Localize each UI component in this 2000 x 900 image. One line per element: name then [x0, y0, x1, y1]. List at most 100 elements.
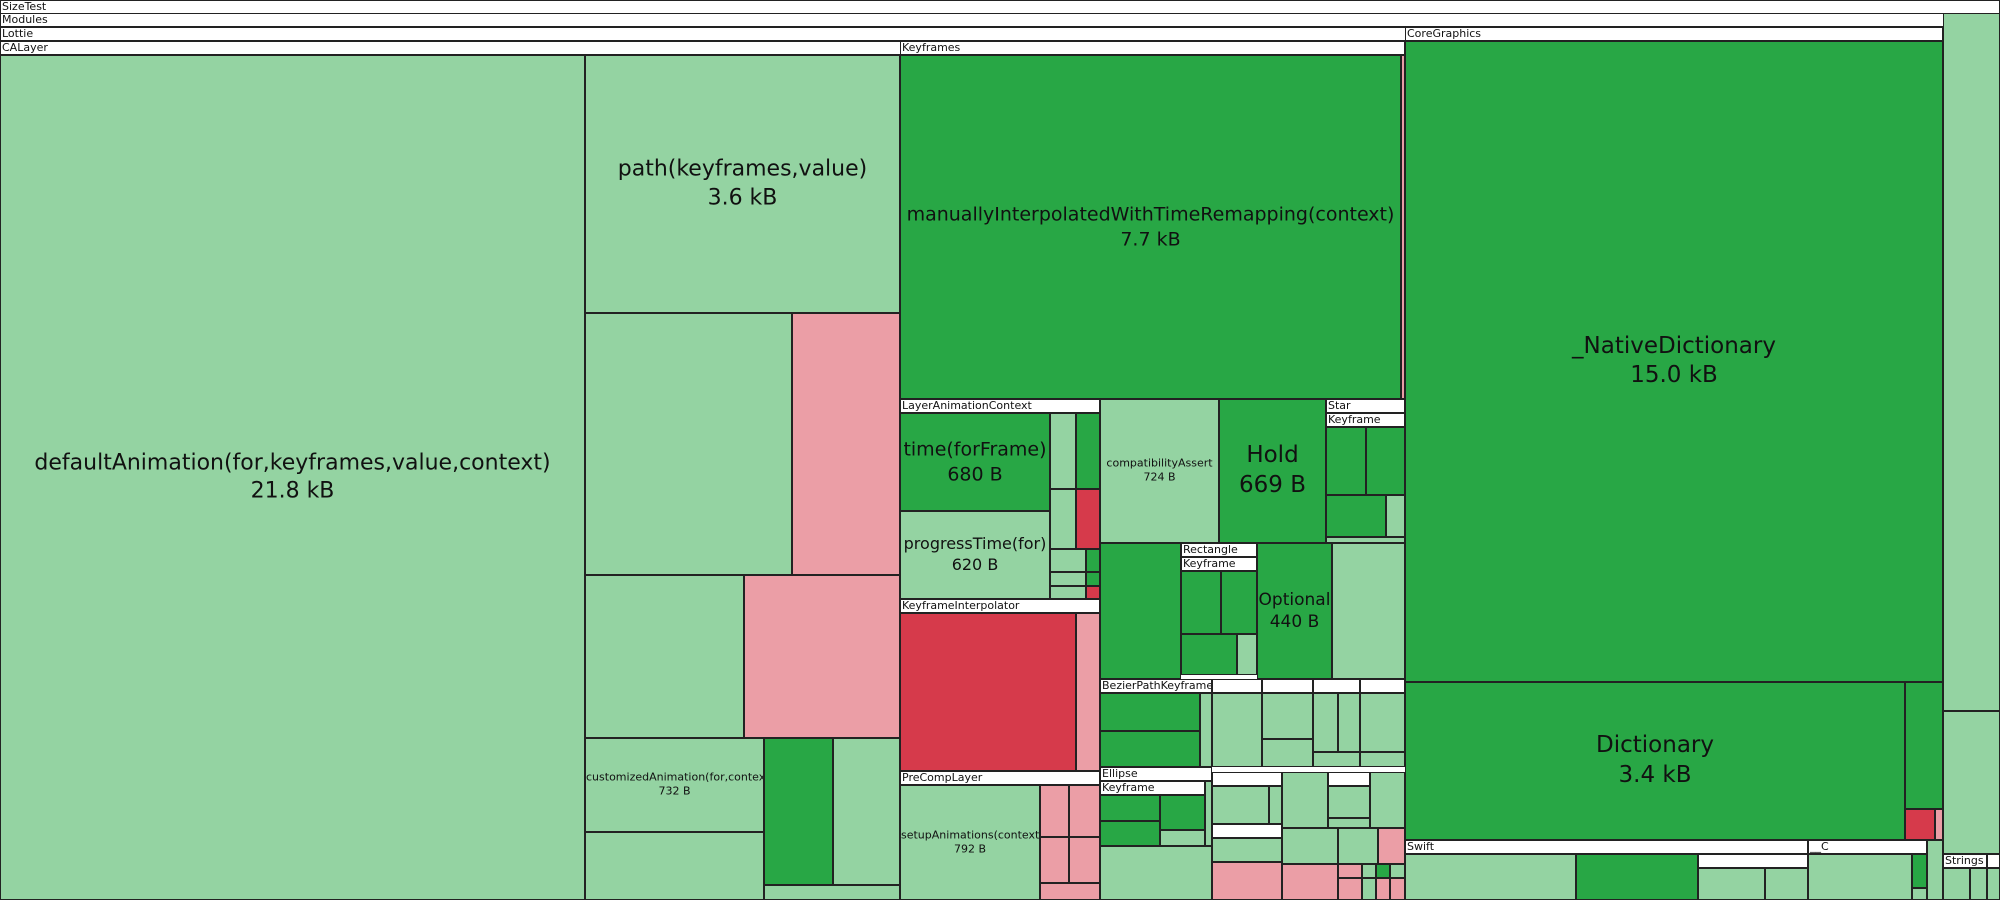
treemap-cell[interactable] [1069, 785, 1100, 837]
treemap-cell[interactable] [1100, 795, 1160, 821]
treemap-cell[interactable] [1221, 571, 1257, 634]
treemap-cell[interactable] [1362, 864, 1376, 878]
treemap-cell[interactable] [1912, 888, 1927, 900]
treemap-cell[interactable] [792, 313, 900, 575]
treemap-node-hold[interactable]: Hold 669 B [1219, 399, 1326, 543]
header-strings[interactable]: Strings [1943, 854, 1987, 868]
treemap-cell[interactable] [1970, 868, 1987, 900]
treemap-cell[interactable] [1313, 752, 1360, 767]
treemap-cell[interactable] [1181, 634, 1237, 675]
treemap-cell[interactable] [1370, 772, 1405, 828]
treemap-cell[interactable] [1086, 586, 1100, 599]
treemap-cell[interactable] [1338, 864, 1362, 878]
treemap-node-manuallyinterpolatedwithtimeremapping-context[interactable]: manuallyInterpolatedWithTimeRemapping(co… [900, 55, 1401, 399]
treemap-cell[interactable] [1050, 549, 1086, 572]
treemap-cell[interactable] [1212, 862, 1282, 900]
treemap-cell[interactable] [1405, 854, 1576, 900]
treemap-cell[interactable] [1328, 818, 1370, 828]
treemap-cell[interactable] [1076, 613, 1100, 771]
header-sub-3[interactable] [1313, 679, 1360, 693]
treemap-cell[interactable] [1200, 693, 1212, 767]
treemap-cell[interactable] [1927, 840, 1943, 900]
header-c[interactable]: __C [1808, 840, 1927, 854]
treemap-cell[interactable] [1040, 785, 1069, 837]
header-keyframe[interactable]: Keyframe [1326, 413, 1405, 427]
treemap-cell[interactable] [764, 885, 900, 900]
header-rectangle[interactable]: Rectangle [1181, 543, 1257, 557]
treemap-cell[interactable] [1262, 693, 1313, 739]
treemap-cell[interactable] [1765, 868, 1808, 900]
treemap-cell[interactable] [1338, 828, 1378, 864]
treemap-cell[interactable] [1212, 786, 1269, 824]
treemap-cell[interactable] [1100, 821, 1160, 846]
treemap-cell[interactable] [1943, 868, 1970, 900]
header-sub-9[interactable] [1987, 854, 2000, 868]
treemap-cell[interactable] [900, 613, 1076, 771]
treemap-node-time-forframe[interactable]: time(forFrame) 680 B [900, 413, 1050, 511]
header-sub-5[interactable] [1212, 772, 1282, 786]
treemap-cell[interactable] [1100, 731, 1200, 767]
treemap-cell[interactable] [1269, 786, 1282, 824]
header-swift[interactable]: Swift [1405, 840, 1808, 854]
treemap-cell[interactable] [1100, 846, 1212, 900]
treemap-cell[interactable] [1390, 864, 1405, 878]
treemap-cell[interactable] [1326, 495, 1386, 537]
treemap-cell[interactable] [1386, 495, 1405, 537]
treemap-cell[interactable] [1401, 55, 1405, 399]
header-sizetest[interactable]: SizeTest [0, 0, 2000, 14]
treemap-cell[interactable] [1282, 864, 1338, 900]
treemap-cell[interactable] [1313, 693, 1338, 752]
treemap-cell[interactable] [1160, 830, 1205, 846]
treemap-cell[interactable] [1076, 413, 1100, 489]
treemap-cell[interactable] [1366, 427, 1405, 495]
treemap-node-compatibilityassert[interactable]: compatibilityAssert 724 B [1100, 399, 1219, 543]
treemap-cell[interactable] [1362, 878, 1376, 900]
treemap-cell[interactable] [1282, 772, 1328, 828]
treemap-cell[interactable] [1378, 828, 1405, 864]
treemap-cell[interactable] [1376, 878, 1390, 900]
treemap-cell[interactable] [1326, 427, 1366, 495]
treemap-cell[interactable] [1905, 809, 1935, 840]
treemap-cell[interactable] [744, 575, 900, 738]
treemap-cell[interactable] [1040, 837, 1069, 883]
treemap-cell[interactable] [1160, 795, 1205, 830]
treemap-cell[interactable] [585, 832, 764, 900]
treemap-cell[interactable] [1086, 572, 1100, 586]
treemap-cell[interactable] [1328, 786, 1370, 818]
header-coregraphics[interactable]: CoreGraphics [1405, 27, 1943, 41]
header-sub-2[interactable] [1262, 679, 1313, 693]
treemap-cell[interactable] [1987, 868, 2000, 900]
treemap-cell[interactable] [1576, 854, 1698, 900]
treemap-cell[interactable] [1069, 837, 1100, 883]
treemap-cell[interactable] [1050, 572, 1086, 586]
treemap-cell[interactable] [1360, 693, 1405, 752]
header-bezierpathkeyframe[interactable]: BezierPathKeyframe [1100, 679, 1212, 693]
treemap-cell[interactable] [1100, 693, 1200, 731]
treemap-cell[interactable] [1100, 543, 1181, 679]
header-sub-1[interactable] [1212, 679, 1262, 693]
treemap-cell[interactable] [1943, 711, 2000, 854]
header-precomplayer[interactable]: PreCompLayer [900, 771, 1100, 785]
treemap-cell[interactable] [1282, 828, 1338, 864]
header-modules[interactable]: Modules [0, 13, 2000, 27]
treemap-cell[interactable] [585, 575, 744, 738]
treemap-cell[interactable] [1326, 537, 1405, 543]
treemap-cell[interactable] [1935, 809, 1943, 840]
treemap-node-setupanimations-context[interactable]: setupAnimations(context) 792 B [900, 785, 1040, 900]
treemap-node-defaultanimation-for-keyframes-value-context[interactable]: defaultAnimation(for,keyframes,value,con… [0, 55, 585, 900]
header-sub-8[interactable] [1698, 854, 1808, 868]
treemap-cell[interactable] [1376, 864, 1390, 878]
header-keyframeinterpolator[interactable]: KeyframeInterpolator [900, 599, 1100, 613]
treemap-cell[interactable] [1698, 868, 1765, 900]
treemap-cell[interactable] [1390, 878, 1405, 900]
header-layeranimationcontext[interactable]: LayerAnimationContext [900, 399, 1100, 413]
treemap-cell[interactable] [1050, 489, 1076, 549]
treemap-node-customizedanimation-for-context[interactable]: customizedAnimation(for,context) 732 B [585, 738, 764, 832]
treemap-cell[interactable] [1912, 854, 1927, 888]
treemap-cell[interactable] [1212, 838, 1282, 862]
treemap-cell[interactable] [1040, 883, 1100, 900]
treemap-cell[interactable] [1050, 586, 1086, 599]
treemap-cell[interactable] [1076, 489, 1100, 549]
header-sub-4[interactable] [1360, 679, 1405, 693]
treemap-cell[interactable] [764, 738, 833, 885]
